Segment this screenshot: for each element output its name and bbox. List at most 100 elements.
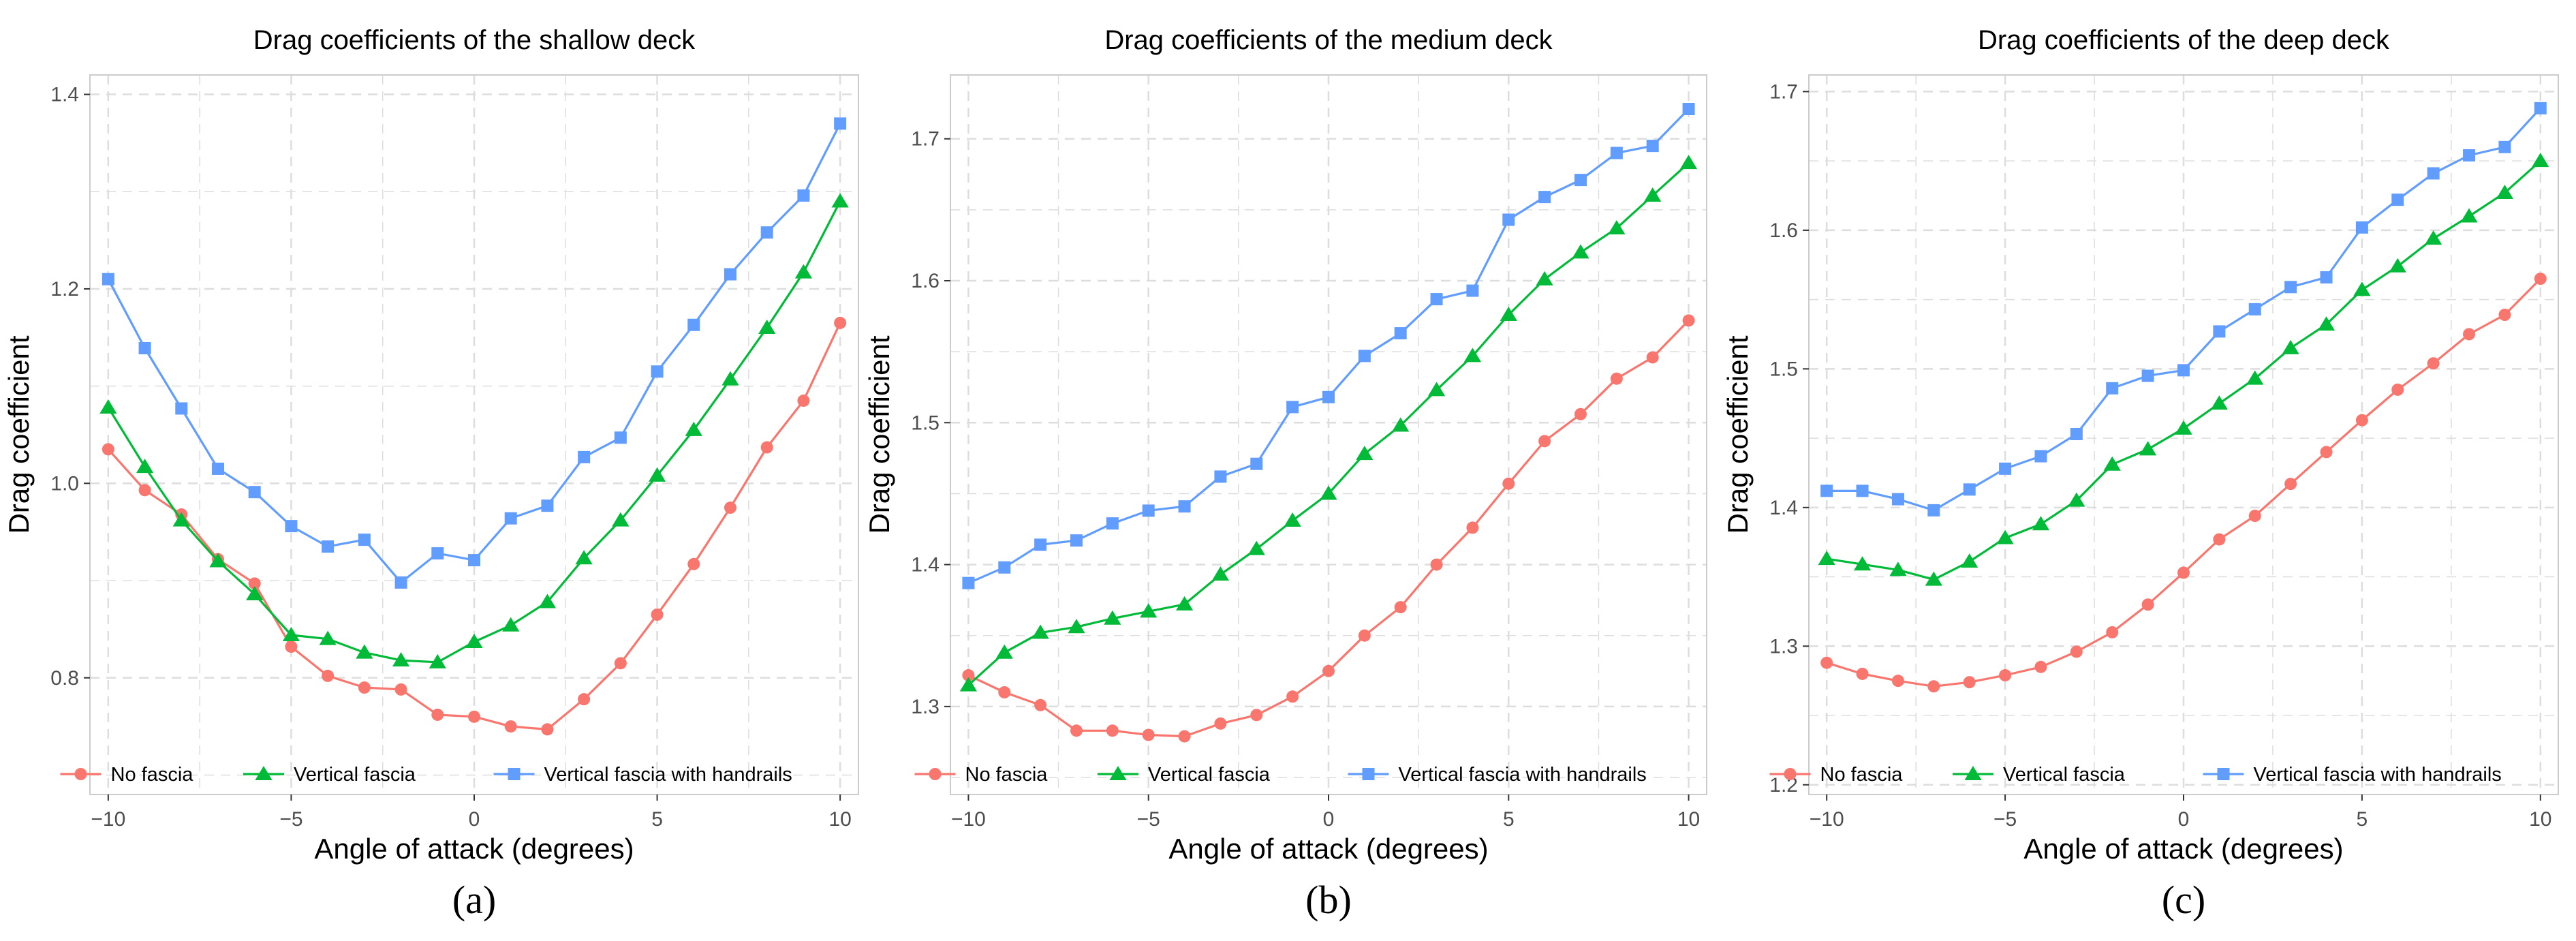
data-point [209, 553, 227, 568]
data-point [2210, 395, 2228, 410]
data-point [2427, 357, 2440, 370]
data-point [102, 443, 114, 456]
data-point [2177, 566, 2190, 579]
data-point [1500, 307, 1517, 321]
legend-label: Vertical fascia [2003, 764, 2126, 786]
legend-swatch-marker [1362, 768, 1375, 780]
x-tick-label: 5 [651, 808, 663, 831]
data-point [1140, 603, 1158, 618]
data-point [431, 708, 444, 721]
legend-item: No fascia [60, 764, 194, 786]
data-point [2391, 194, 2404, 206]
data-point [1214, 717, 1227, 730]
data-point [2463, 149, 2476, 162]
data-point [651, 608, 664, 621]
data-point [2320, 446, 2333, 459]
data-point [285, 641, 298, 653]
data-point [2282, 339, 2299, 354]
data-point [1538, 191, 1551, 204]
data-point [1286, 401, 1299, 414]
data-point [1142, 504, 1155, 517]
data-point [2032, 516, 2050, 531]
data-point [358, 681, 371, 694]
x-tick-label: 5 [1503, 808, 1515, 831]
series-triangle [1818, 153, 2549, 586]
data-point [1466, 284, 1479, 297]
series-triangle [959, 155, 1698, 692]
legend: No fascia Vertical fascia Vertical fascia … [1769, 764, 2502, 786]
legend-swatch-marker [1109, 766, 1127, 780]
data-point [2070, 427, 2083, 440]
data-point [2106, 382, 2119, 395]
panel-label: (a) [452, 878, 496, 922]
data-point [392, 652, 410, 667]
x-tick-label: −5 [1993, 808, 2017, 831]
data-point [2355, 414, 2368, 427]
y-axis-label: Drag coefficient [863, 335, 895, 534]
data-point [102, 273, 114, 286]
data-point [614, 431, 627, 444]
data-point [1646, 140, 1659, 153]
data-point [724, 502, 736, 514]
data-point [1070, 724, 1083, 737]
data-point [685, 421, 702, 436]
data-point [962, 576, 975, 589]
data-point [2353, 281, 2371, 296]
data-point [724, 268, 736, 281]
series-circle [102, 316, 847, 736]
legend-label: Vertical fascia with handrails [544, 764, 792, 786]
data-point [2246, 370, 2264, 385]
data-point [1679, 155, 1698, 170]
data-point [758, 320, 776, 335]
data-point [2034, 450, 2047, 463]
data-point [797, 189, 810, 202]
data-point [575, 550, 593, 565]
data-point [1856, 667, 1869, 680]
legend-item: Vertical fascia with handrails [2203, 764, 2502, 786]
legend-item: Vertical fascia with handrails [493, 764, 792, 786]
y-axis-label: Drag coefficient [3, 335, 35, 534]
x-tick-label: −5 [279, 808, 302, 831]
data-point [578, 450, 591, 463]
legend-label: Vertical fascia [294, 764, 416, 786]
legend-swatch-marker [74, 768, 87, 780]
data-point [2498, 309, 2511, 321]
data-point [358, 534, 371, 546]
data-point [578, 693, 591, 706]
data-point [136, 459, 154, 474]
data-point [138, 484, 151, 497]
data-point [1106, 517, 1119, 530]
series-square [962, 102, 1695, 589]
data-point [959, 677, 978, 692]
data-point [1996, 529, 2014, 544]
legend-label: No fascia [111, 764, 194, 786]
data-point [465, 633, 483, 648]
data-point [541, 499, 554, 512]
data-point [1031, 624, 1049, 639]
panel-label: (b) [1305, 878, 1352, 922]
data-point [2391, 383, 2404, 396]
legend-swatch-marker [929, 768, 942, 780]
data-point [1891, 675, 1904, 688]
data-point [1999, 669, 2012, 682]
y-tick-label: 1.7 [911, 128, 940, 151]
data-point [1286, 690, 1299, 703]
data-point [1536, 271, 1553, 286]
x-tick-label: −10 [1810, 808, 1844, 831]
data-point [834, 117, 847, 130]
x-axis-label: Angle of attack (degrees) [1168, 833, 1488, 865]
data-point [998, 561, 1011, 574]
data-point [2139, 441, 2157, 456]
data-point [248, 486, 261, 499]
data-point [2213, 325, 2226, 338]
data-point [1927, 504, 1940, 516]
data-point [2213, 533, 2226, 546]
data-point [2248, 510, 2261, 523]
legend-swatch-marker [1784, 768, 1797, 780]
data-point [1392, 417, 1410, 432]
data-point [322, 669, 335, 682]
data-point [1999, 462, 2012, 475]
data-point [1961, 553, 1978, 568]
data-point [468, 710, 480, 723]
